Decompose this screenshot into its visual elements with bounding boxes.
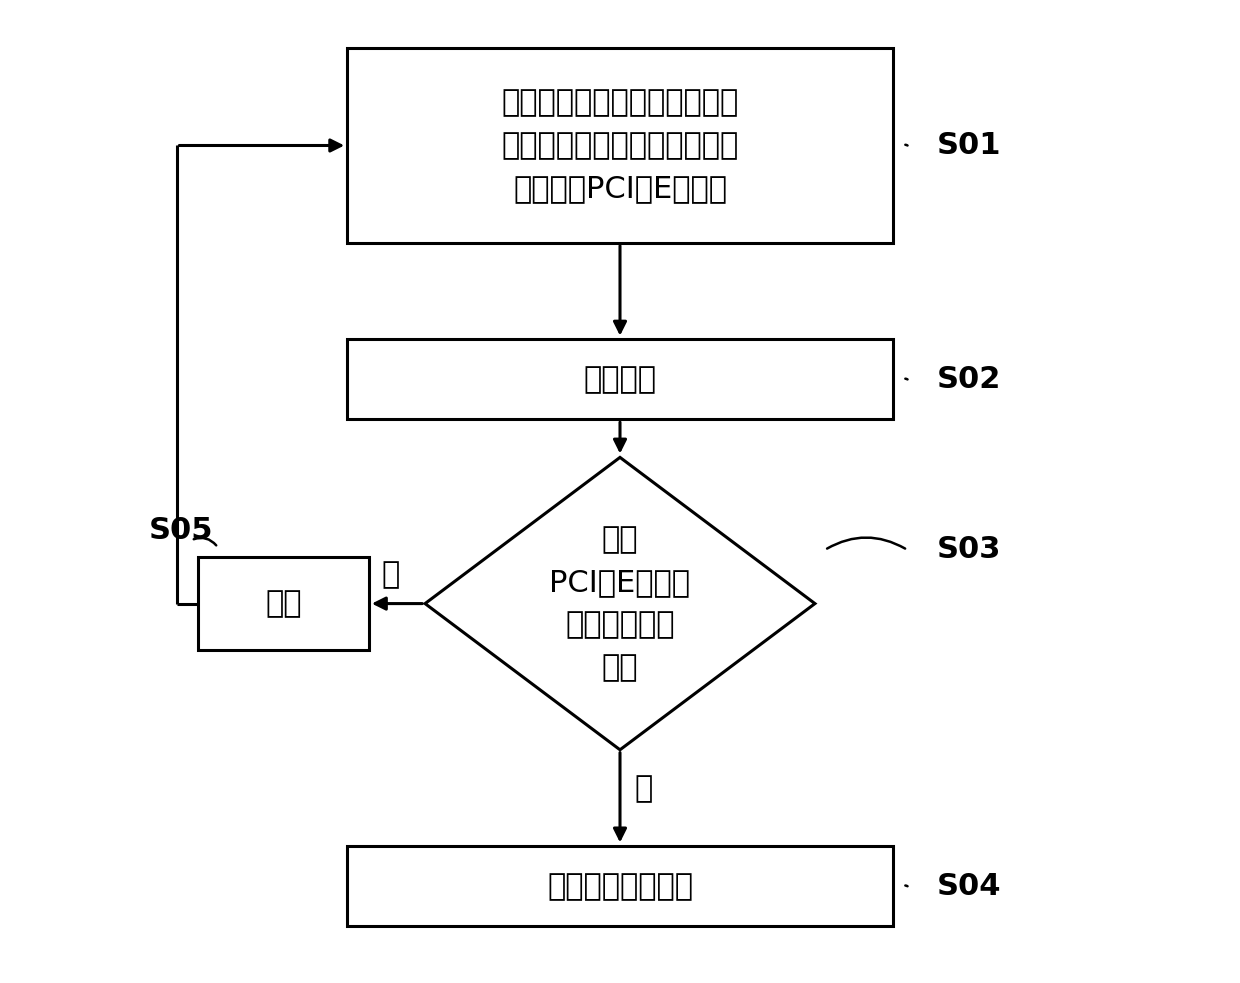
Bar bbox=[347, 846, 893, 926]
Text: 重置: 重置 bbox=[265, 589, 303, 618]
Text: 判断
PCI－E界面卡
是否需重新初
始化: 判断 PCI－E界面卡 是否需重新初 始化 bbox=[549, 525, 691, 682]
Text: S01: S01 bbox=[936, 131, 1001, 160]
Bar bbox=[198, 557, 370, 650]
Text: 否: 否 bbox=[635, 775, 653, 803]
Polygon shape bbox=[425, 457, 815, 750]
Text: 根据旗标选择性地以第一初始
化参数设定值或第二初始化参
数初始化PCI－E界面卡: 根据旗标选择性地以第一初始 化参数设定值或第二初始化参 数初始化PCI－E界面卡 bbox=[501, 88, 739, 202]
Text: 执行其他开机程序: 执行其他开机程序 bbox=[547, 872, 693, 900]
Bar bbox=[347, 339, 893, 420]
Text: 是: 是 bbox=[382, 560, 401, 589]
Text: 设定旗标: 设定旗标 bbox=[584, 365, 656, 394]
Text: S04: S04 bbox=[936, 872, 1001, 900]
Text: S05: S05 bbox=[149, 516, 213, 545]
Text: S03: S03 bbox=[936, 536, 1001, 564]
Text: S02: S02 bbox=[936, 365, 1001, 394]
Bar bbox=[347, 48, 893, 243]
